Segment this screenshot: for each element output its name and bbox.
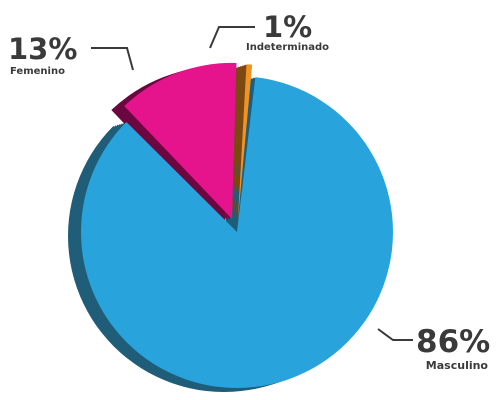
leader-line-masculino: [377, 328, 413, 341]
label-category-femenino: Femenino: [10, 66, 65, 77]
label-category-masculino: Masculino: [426, 359, 489, 372]
slice-tops: [81, 62, 394, 388]
label-value-masculino: 86%: [416, 324, 490, 360]
leader-lines: [91, 26, 413, 341]
label-value-femenino: 13%: [8, 32, 77, 66]
leader-line-indeterminado: [209, 26, 255, 49]
slice-masculino: [81, 77, 394, 388]
label-category-indeterminado: Indeterminado: [246, 42, 329, 53]
slice-femenino: [124, 62, 237, 219]
slice-indeterminado: [237, 64, 253, 221]
leader-line-femenino: [91, 47, 134, 71]
label-value-indeterminado: 1%: [263, 10, 312, 44]
